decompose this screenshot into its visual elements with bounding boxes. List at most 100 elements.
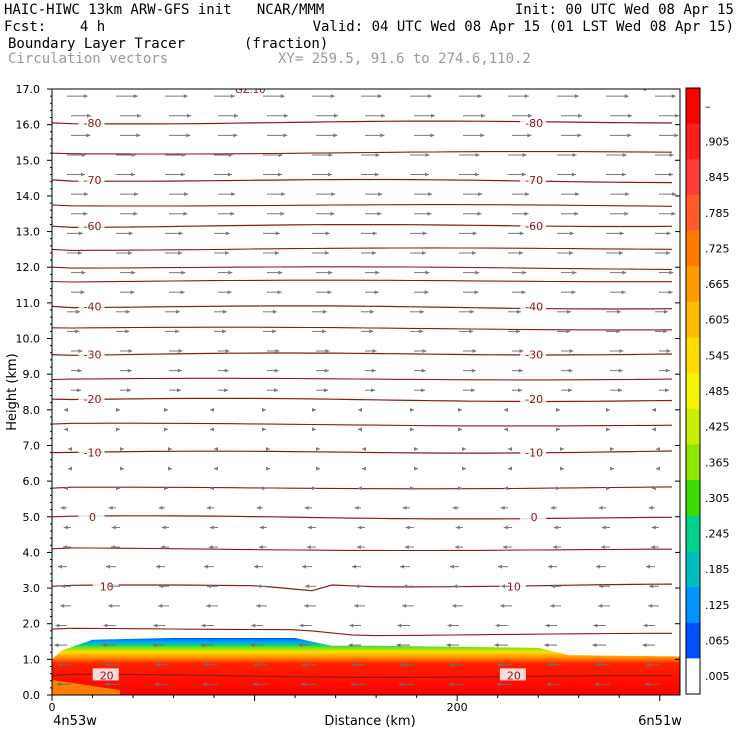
wind-vector-head <box>80 172 85 177</box>
isotherm-label-bg <box>78 445 105 458</box>
wind-vector-head <box>312 486 316 491</box>
isotherm-line <box>52 326 673 331</box>
wind-vector-head <box>251 623 256 628</box>
wind-vector-head <box>333 133 338 138</box>
wind-vector-head <box>665 368 670 373</box>
wind-vector-head <box>521 290 526 295</box>
wind-vector-head <box>650 545 655 550</box>
wind-vector-head <box>574 94 579 99</box>
wind-vector-head <box>312 427 316 432</box>
wind-vector-head <box>547 564 552 569</box>
wind-vector-head <box>371 388 376 393</box>
isotherm-line <box>52 352 673 356</box>
wind-vector-head <box>136 133 141 138</box>
wind-vector-head <box>522 152 527 157</box>
wind-vector-head <box>128 349 133 354</box>
wind-vector-head <box>528 113 533 118</box>
colorbar-swatch <box>686 658 700 695</box>
wind-vector-head <box>618 368 623 373</box>
wind-vector-head <box>128 250 133 255</box>
isotherm-label-bg <box>78 219 105 232</box>
isotherm-label-bg <box>78 115 105 128</box>
wind-vector-head <box>399 564 404 569</box>
wind-vector-head <box>404 545 409 550</box>
colorbar-label: .065 <box>705 635 730 648</box>
wind-vector-head <box>275 250 280 255</box>
wind-vector-head <box>284 113 289 118</box>
colorbar-label: .845 <box>705 171 730 184</box>
wind-vector-head <box>566 329 571 334</box>
wind-vector-head <box>328 152 333 157</box>
wind-vector-head <box>374 290 379 295</box>
wind-vector-head <box>256 505 261 510</box>
isotherm-label: -40 <box>525 300 543 313</box>
colorbar-swatch <box>686 88 700 125</box>
wind-vector-head <box>325 250 330 255</box>
wind-vector-head <box>551 584 556 589</box>
wind-vector-head <box>130 172 135 177</box>
y-tick-label: 8.0 <box>23 404 41 417</box>
cross-section-coords: XY= 259.5, 91.6 to 274.6,110.2 <box>278 51 531 67</box>
wind-vector-head <box>307 525 312 530</box>
wind-vector-head <box>275 349 280 354</box>
x-endpoint-right: 6n51w <box>638 714 682 729</box>
wind-vector-head <box>410 427 414 432</box>
wind-vector-head <box>671 94 676 99</box>
wind-vector-head <box>186 133 191 138</box>
wind-vector-head <box>594 682 599 687</box>
wind-vector-head <box>75 329 80 334</box>
isotherm-line <box>52 547 672 552</box>
wind-vector-head <box>377 211 382 216</box>
wind-vector-head <box>566 309 571 314</box>
wind-vector-head <box>60 603 65 608</box>
wind-vector-head <box>544 643 549 648</box>
wind-vector-head <box>257 584 262 589</box>
wind-vector-head <box>234 113 239 118</box>
isotherm-label-bg <box>78 509 105 522</box>
wind-vector-head <box>452 505 457 510</box>
wind-vector-head <box>210 407 214 412</box>
wind-vector-head <box>259 525 264 530</box>
wind-vector-head <box>519 349 524 354</box>
wind-vector-head <box>516 309 521 314</box>
wind-vector-head <box>610 447 614 452</box>
wind-vector-head <box>578 113 583 118</box>
wind-vector-head <box>656 466 660 471</box>
header-line1-right: Init: 00 UTC Wed 08 Apr 15 <box>514 2 734 18</box>
wind-vector-head <box>103 623 108 628</box>
colorbar-label: .785 <box>705 207 730 220</box>
wind-vector-head <box>421 368 426 373</box>
wind-vector-head <box>210 486 214 491</box>
isotherm-line <box>52 266 673 270</box>
colorbar-swatch <box>686 515 700 552</box>
y-tick-label: 4.0 <box>23 546 41 559</box>
wind-vector-head <box>501 584 506 589</box>
wind-vector-head <box>621 290 626 295</box>
wind-vector-head <box>354 603 359 608</box>
colorbar-label: – <box>705 100 711 113</box>
wind-vector-head <box>108 603 113 608</box>
wind-vector-head <box>159 584 164 589</box>
vector-title: Circulation vectors <box>8 51 169 67</box>
isotherm-label-bg <box>499 668 526 681</box>
wind-vector-head <box>262 407 266 412</box>
wind-vector-head <box>645 564 650 569</box>
wind-vector-head <box>250 643 255 648</box>
wind-vector-head <box>648 603 653 608</box>
isotherm-label-bg <box>520 299 547 312</box>
wind-vector-head <box>175 309 180 314</box>
wind-vector-head <box>431 113 436 118</box>
wind-vector-head <box>500 603 505 608</box>
tracer-field <box>52 638 680 695</box>
isotherm-label: -30 <box>84 349 102 362</box>
wind-vector-head <box>601 525 606 530</box>
wind-vector-head <box>252 682 257 687</box>
x-endpoint-left: 4n53w <box>53 714 97 729</box>
wind-vector-head <box>330 211 335 216</box>
wind-vector-head <box>427 94 432 99</box>
x-axis-label: Distance (km) <box>324 714 415 729</box>
wind-vector-head <box>278 152 283 157</box>
wind-vector-head <box>158 505 163 510</box>
wind-vector-head <box>63 525 68 530</box>
wind-vector-head <box>414 447 418 452</box>
